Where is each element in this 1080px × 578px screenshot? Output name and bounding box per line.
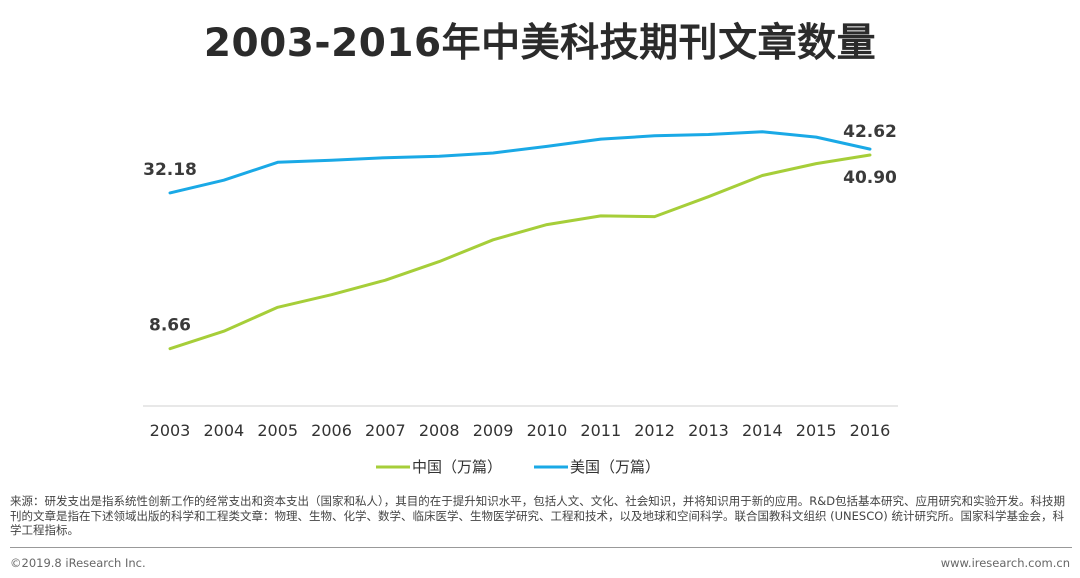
series-line-0 — [168, 153, 872, 351]
copyright-text: ©2019.8 iResearch Inc. — [10, 556, 146, 570]
data-label: 8.66 — [149, 316, 191, 336]
website-text: www.iresearch.com.cn — [940, 556, 1070, 570]
x-tick-label: 2006 — [311, 421, 352, 440]
x-tick-label: 2007 — [365, 421, 406, 440]
x-tick-label: 2016 — [850, 421, 891, 440]
x-tick-label: 2012 — [634, 421, 675, 440]
x-tick-label: 2005 — [257, 421, 298, 440]
x-tick-label: 2013 — [688, 421, 729, 440]
x-tick-label: 2014 — [742, 421, 783, 440]
x-tick-label: 2008 — [419, 421, 460, 440]
source-notes: 来源：研发支出是指系统性创新工作的经常支出和资本支出（国家和私人），其目的在于提… — [10, 494, 1066, 537]
legend: 中国（万篇） 美国（万篇） — [376, 458, 660, 476]
legend-label: 美国（万篇） — [570, 458, 660, 476]
x-tick-layer: 2003 2004 2005 2006 2007 2008 2009 2010 2011 2012… — [150, 421, 891, 440]
x-tick-label: 2003 — [150, 421, 191, 440]
data-label: 40.90 — [843, 168, 897, 188]
series-layer — [168, 130, 872, 351]
x-tick-label: 2011 — [580, 421, 621, 440]
x-tick-label: 2004 — [203, 421, 244, 440]
x-tick-label: 2009 — [473, 421, 514, 440]
chart-title: 2003-2016年中美科技期刊文章数量 — [203, 21, 877, 66]
x-tick-label: 2010 — [527, 421, 568, 440]
data-label: 32.18 — [143, 160, 197, 180]
line-chart: 8.66 42.62 32.18 40.90 2003 2004 2005 2006 2007… — [143, 122, 898, 476]
data-label: 42.62 — [843, 122, 897, 142]
data-label-layer: 8.66 42.62 32.18 40.90 — [143, 122, 897, 336]
legend-label: 中国（万篇） — [412, 458, 502, 476]
x-tick-label: 2015 — [796, 421, 837, 440]
footer-divider — [10, 547, 1072, 548]
series-line-1 — [168, 130, 872, 195]
